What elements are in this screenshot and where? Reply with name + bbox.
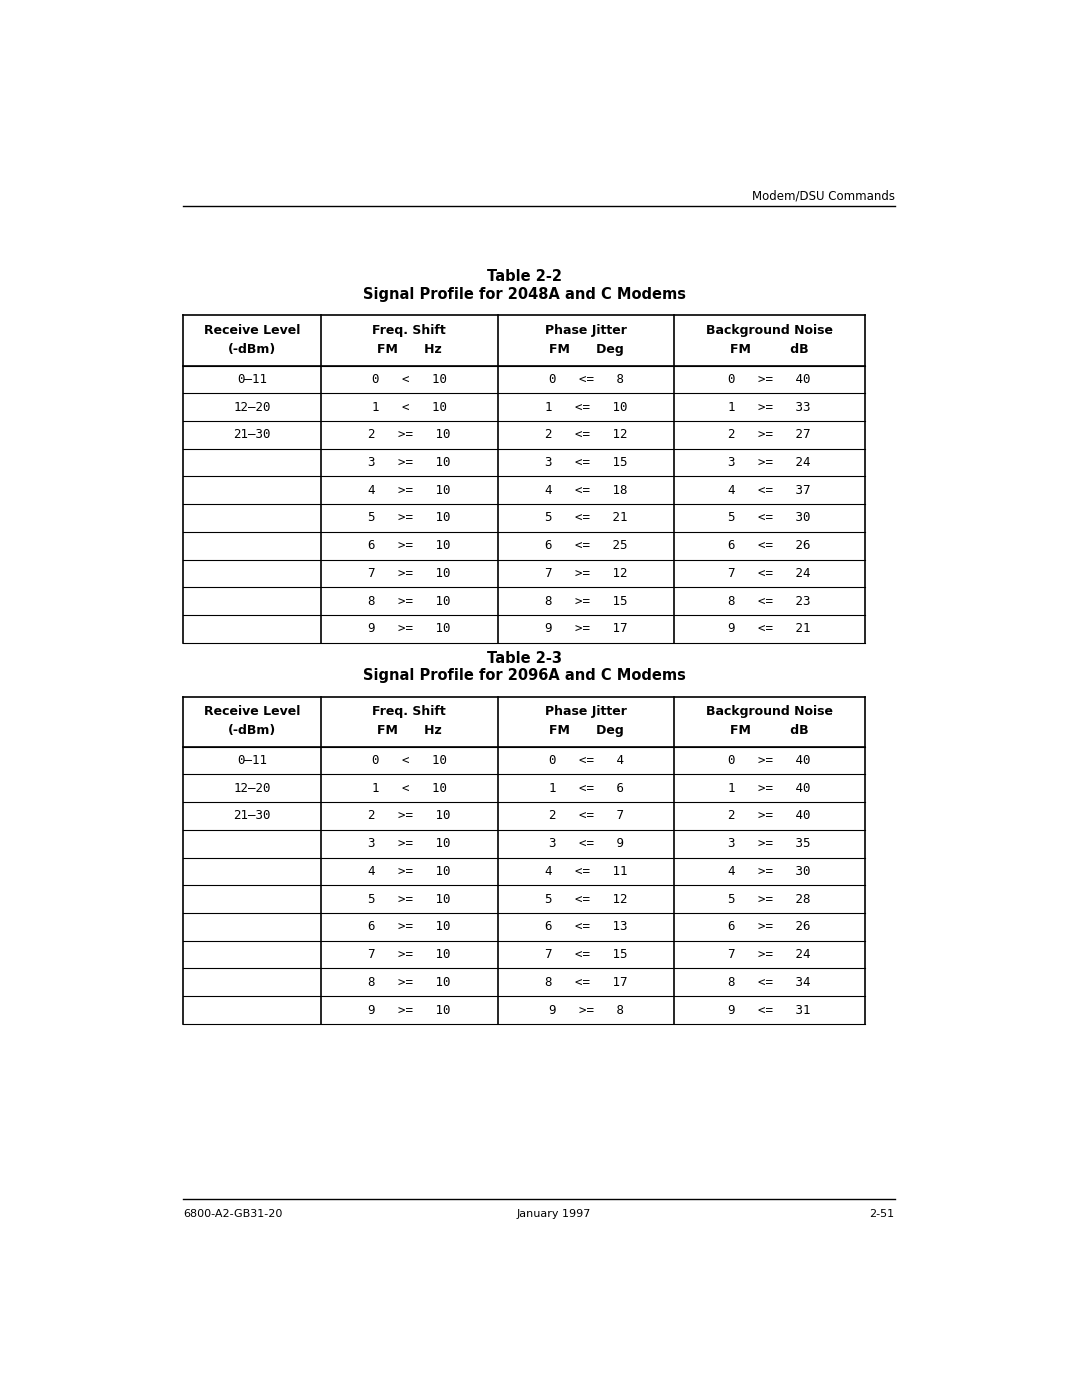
- Text: 5   >=   10: 5 >= 10: [368, 893, 450, 905]
- Text: 1   <=   10: 1 <= 10: [544, 401, 627, 414]
- Text: Table 2-2: Table 2-2: [487, 270, 562, 285]
- Text: 7   >=   24: 7 >= 24: [729, 949, 811, 961]
- Text: (-dBm): (-dBm): [228, 724, 276, 738]
- Text: Signal Profile for 2048A and C Modems: Signal Profile for 2048A and C Modems: [363, 288, 686, 302]
- Text: 7   <=   15: 7 <= 15: [544, 949, 627, 961]
- Text: 9   >=   10: 9 >= 10: [368, 1003, 450, 1017]
- Text: 4   <=   37: 4 <= 37: [729, 483, 811, 497]
- Text: 2   >=   10: 2 >= 10: [368, 809, 450, 823]
- Text: 0   <=   4: 0 <= 4: [549, 754, 623, 767]
- Text: 0   <=   8: 0 <= 8: [549, 373, 623, 386]
- Text: 4   >=   10: 4 >= 10: [368, 483, 450, 497]
- Text: FM         dB: FM dB: [730, 724, 809, 738]
- Text: 6   >=   10: 6 >= 10: [368, 539, 450, 552]
- Text: Table 2-3: Table 2-3: [487, 651, 562, 665]
- Text: 2-51: 2-51: [869, 1208, 894, 1220]
- Text: 1   >=   40: 1 >= 40: [729, 782, 811, 795]
- Text: 6   >=   10: 6 >= 10: [368, 921, 450, 933]
- Text: 1   <=   6: 1 <= 6: [549, 782, 623, 795]
- Text: 9   >=   17: 9 >= 17: [544, 623, 627, 636]
- Text: 0   >=   40: 0 >= 40: [729, 754, 811, 767]
- Text: Modem/DSU Commands: Modem/DSU Commands: [752, 190, 894, 203]
- Text: 2   <=   7: 2 <= 7: [549, 809, 623, 823]
- Text: 12–20: 12–20: [233, 782, 271, 795]
- Text: 8   >=   15: 8 >= 15: [544, 595, 627, 608]
- Text: 9   <=   21: 9 <= 21: [729, 623, 811, 636]
- Text: Phase Jitter: Phase Jitter: [545, 324, 627, 337]
- Text: 4   <=   18: 4 <= 18: [544, 483, 627, 497]
- Text: 2   <=   12: 2 <= 12: [544, 429, 627, 441]
- Text: 4   <=   11: 4 <= 11: [544, 865, 627, 877]
- Text: Background Noise: Background Noise: [706, 705, 834, 718]
- Text: 5   >=   28: 5 >= 28: [729, 893, 811, 905]
- Text: Signal Profile for 2096A and C Modems: Signal Profile for 2096A and C Modems: [363, 668, 686, 683]
- Text: 2   >=   27: 2 >= 27: [729, 429, 811, 441]
- Text: 5   <=   30: 5 <= 30: [729, 511, 811, 524]
- Text: January 1997: January 1997: [516, 1208, 591, 1220]
- Text: FM      Hz: FM Hz: [377, 344, 442, 356]
- Text: Phase Jitter: Phase Jitter: [545, 705, 627, 718]
- Text: 3   >=   10: 3 >= 10: [368, 837, 450, 851]
- Text: Background Noise: Background Noise: [706, 324, 834, 337]
- Text: FM      Hz: FM Hz: [377, 724, 442, 738]
- Text: 3   <=   9: 3 <= 9: [549, 837, 623, 851]
- Text: 4   >=   30: 4 >= 30: [729, 865, 811, 877]
- Text: 6   >=   26: 6 >= 26: [729, 921, 811, 933]
- Text: 3   <=   15: 3 <= 15: [544, 455, 627, 469]
- Text: 21–30: 21–30: [233, 809, 271, 823]
- Text: 7   <=   24: 7 <= 24: [729, 567, 811, 580]
- Text: 6   <=   25: 6 <= 25: [544, 539, 627, 552]
- Text: (-dBm): (-dBm): [228, 344, 276, 356]
- Text: FM      Deg: FM Deg: [549, 724, 623, 738]
- Text: 8   <=   17: 8 <= 17: [544, 975, 627, 989]
- Text: 4   >=   10: 4 >= 10: [368, 865, 450, 877]
- Text: 8   >=   10: 8 >= 10: [368, 975, 450, 989]
- Text: 2   >=   40: 2 >= 40: [729, 809, 811, 823]
- Text: 1   >=   33: 1 >= 33: [729, 401, 811, 414]
- Text: 21–30: 21–30: [233, 429, 271, 441]
- Text: 7   >=   10: 7 >= 10: [368, 949, 450, 961]
- Text: FM      Deg: FM Deg: [549, 344, 623, 356]
- Text: 0   >=   40: 0 >= 40: [729, 373, 811, 386]
- Text: 5   >=   10: 5 >= 10: [368, 511, 450, 524]
- Text: 8   <=   34: 8 <= 34: [729, 975, 811, 989]
- Text: 1   <   10: 1 < 10: [372, 401, 447, 414]
- Text: 6   <=   26: 6 <= 26: [729, 539, 811, 552]
- Text: Receive Level: Receive Level: [204, 324, 300, 337]
- Text: 9   <=   31: 9 <= 31: [729, 1003, 811, 1017]
- Text: FM         dB: FM dB: [730, 344, 809, 356]
- Text: Freq. Shift: Freq. Shift: [373, 324, 446, 337]
- Text: 6800-A2-GB31-20: 6800-A2-GB31-20: [183, 1208, 283, 1220]
- Text: 12–20: 12–20: [233, 401, 271, 414]
- Text: 9   >=   10: 9 >= 10: [368, 623, 450, 636]
- Text: 6   <=   13: 6 <= 13: [544, 921, 627, 933]
- Text: 2   >=   10: 2 >= 10: [368, 429, 450, 441]
- Text: 1   <   10: 1 < 10: [372, 782, 447, 795]
- Text: 0   <   10: 0 < 10: [372, 373, 447, 386]
- Text: 7   >=   12: 7 >= 12: [544, 567, 627, 580]
- Text: 7   >=   10: 7 >= 10: [368, 567, 450, 580]
- Text: 5   <=   12: 5 <= 12: [544, 893, 627, 905]
- Text: 8   <=   23: 8 <= 23: [729, 595, 811, 608]
- Text: 3   >=   35: 3 >= 35: [729, 837, 811, 851]
- Text: 3   >=   24: 3 >= 24: [729, 455, 811, 469]
- Text: 5   <=   21: 5 <= 21: [544, 511, 627, 524]
- Text: 9   >=   8: 9 >= 8: [549, 1003, 623, 1017]
- Text: 3   >=   10: 3 >= 10: [368, 455, 450, 469]
- Text: 0–11: 0–11: [237, 754, 267, 767]
- Text: 8   >=   10: 8 >= 10: [368, 595, 450, 608]
- Text: Freq. Shift: Freq. Shift: [373, 705, 446, 718]
- Text: 0–11: 0–11: [237, 373, 267, 386]
- Text: Receive Level: Receive Level: [204, 705, 300, 718]
- Text: 0   <   10: 0 < 10: [372, 754, 447, 767]
